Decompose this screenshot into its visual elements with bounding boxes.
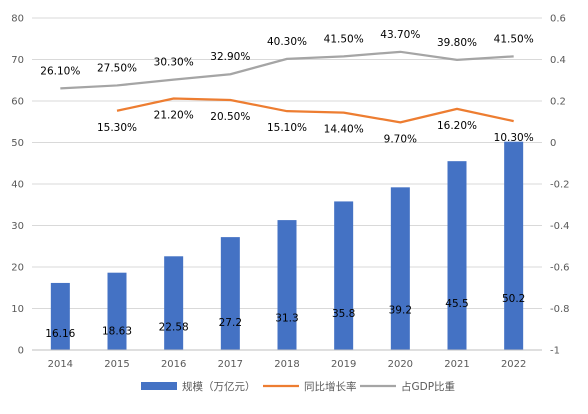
right-axis-tick-label: 0.6 <box>550 14 566 25</box>
growth-rate-data-label: 21.20% <box>154 110 194 122</box>
left-axis-tick-label: 70 <box>11 55 24 66</box>
growth-rate-line <box>116 97 514 124</box>
bar-data-label: 35.8 <box>332 308 355 320</box>
bar-data-label: 50.2 <box>502 293 525 305</box>
legend: 规模（万亿元） 同比增长率 占GDP比重 <box>141 380 455 393</box>
axes: 0 10 20 30 40 50 60 70 80 -1 -0.8 -0.6 -0.4 -0.2 0 0.2 0… <box>11 14 569 371</box>
bar-data-label: 31.3 <box>275 313 298 325</box>
bar <box>164 256 184 350</box>
gdp-share-data-label: 43.70% <box>380 29 420 41</box>
bar <box>447 161 467 350</box>
data-labels: 16.16 18.63 22.58 27.2 31.3 35.8 39.2 45.5 50.2 2… <box>40 29 533 340</box>
x-axis-tick-label: 2018 <box>274 359 299 370</box>
growth-rate-data-label: 14.40% <box>324 124 364 136</box>
right-axis-tick-label: -0.8 <box>550 304 570 315</box>
x-axis-tick-label: 2014 <box>48 359 73 370</box>
right-axis-tick-label: -0.4 <box>550 221 570 232</box>
x-axis-tick-label: 2017 <box>218 359 243 370</box>
left-axis-tick-label: 60 <box>11 97 24 108</box>
right-axis-tick-label: -0.2 <box>550 180 570 191</box>
gdp-share-data-label: 40.30% <box>267 36 307 48</box>
x-axis-tick-label: 2020 <box>388 359 413 370</box>
gdp-share-data-label: 41.50% <box>494 33 534 45</box>
bar-data-label: 27.2 <box>219 317 242 329</box>
bar-data-label: 18.63 <box>102 326 132 338</box>
left-axis-tick-label: 80 <box>11 14 24 25</box>
right-axis-tick-label: -0.6 <box>550 263 570 274</box>
x-axis-tick-label: 2015 <box>104 359 129 370</box>
growth-rate-data-label: 15.30% <box>97 122 137 134</box>
gdp-share-data-label: 30.30% <box>154 57 194 69</box>
bar <box>334 201 354 350</box>
right-axis-tick-label: 0.4 <box>550 55 566 66</box>
left-axis-tick-label: 30 <box>11 221 24 232</box>
bar-data-label: 16.16 <box>45 328 75 340</box>
bar <box>277 220 297 350</box>
gdp-share-data-label: 26.10% <box>40 65 80 77</box>
left-axis-tick-label: 0 <box>18 346 24 357</box>
right-axis-tick-label: -1 <box>550 346 560 357</box>
gdp-share-data-label: 27.50% <box>97 62 137 74</box>
legend-bar-swatch <box>141 382 177 390</box>
growth-rate-data-label: 15.10% <box>267 122 307 134</box>
growth-rate-data-label: 20.50% <box>210 111 250 123</box>
legend-label-growth: 同比增长率 <box>304 380 357 393</box>
bar-data-label: 39.2 <box>389 304 412 316</box>
line-series <box>60 50 514 124</box>
gdp-share-line <box>60 50 514 90</box>
x-axis-tick-label: 2019 <box>331 359 356 370</box>
growth-rate-data-label: 9.70% <box>384 133 417 145</box>
right-axis-tick-label: 0 <box>550 138 556 149</box>
x-axis-tick-label: 2022 <box>501 359 526 370</box>
legend-label-scale: 规模（万亿元） <box>182 380 256 393</box>
growth-rate-data-label: 10.30% <box>494 132 534 144</box>
gdp-share-data-label: 32.90% <box>210 51 250 63</box>
growth-rate-data-label: 16.20% <box>437 120 477 132</box>
left-axis-tick-label: 20 <box>11 263 24 274</box>
right-axis-tick-label: 0.2 <box>550 97 566 108</box>
legend-label-share: 占GDP比重 <box>401 380 455 393</box>
bar-data-label: 45.5 <box>445 298 468 310</box>
bar-data-label: 22.58 <box>159 322 189 334</box>
bar <box>50 282 70 350</box>
x-axis-tick-label: 2016 <box>161 359 186 370</box>
bar <box>390 187 410 350</box>
left-axis-tick-label: 50 <box>11 138 24 149</box>
left-axis-tick-label: 40 <box>11 180 24 191</box>
left-axis-tick-label: 10 <box>11 304 24 315</box>
bar-series <box>50 141 524 350</box>
bar <box>220 237 240 350</box>
bar <box>504 141 524 350</box>
bar <box>107 272 127 350</box>
gdp-share-data-label: 39.80% <box>437 37 477 49</box>
gdp-share-data-label: 41.50% <box>324 33 364 45</box>
x-axis-tick-label: 2021 <box>444 359 469 370</box>
